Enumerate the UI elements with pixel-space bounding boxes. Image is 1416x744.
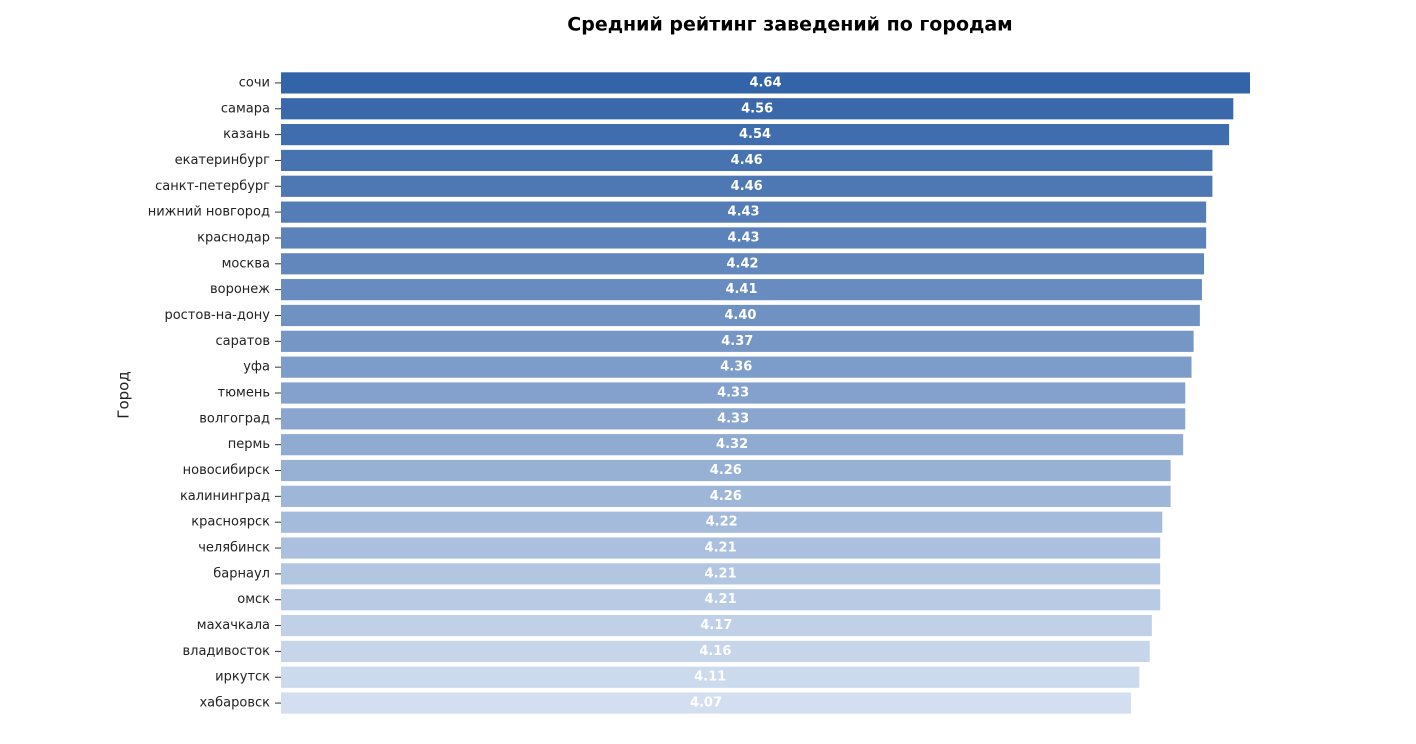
value-label: 4.21	[705, 541, 737, 556]
value-label: 4.43	[728, 205, 760, 220]
bar	[281, 563, 1161, 585]
bar	[281, 382, 1186, 404]
y-tick-label: новосибирск	[183, 463, 271, 478]
bar	[281, 330, 1194, 352]
bar	[281, 640, 1150, 662]
y-tick-label: хабаровск	[199, 696, 270, 711]
value-label: 4.46	[731, 153, 763, 168]
bar	[281, 408, 1186, 430]
bar	[281, 304, 1200, 327]
y-tick-label: москва	[222, 256, 270, 271]
y-tick-label: тюмень	[218, 386, 270, 401]
value-label: 4.42	[726, 256, 758, 271]
y-tick-label: ростов-на-дону	[164, 308, 270, 323]
bar	[281, 253, 1205, 275]
value-label: 4.21	[705, 592, 737, 607]
y-tick-label: самара	[221, 101, 270, 116]
y-tick-label: екатеринбург	[175, 153, 271, 168]
bar	[281, 666, 1140, 688]
bar	[281, 356, 1192, 378]
bar	[281, 149, 1213, 172]
value-label: 4.26	[710, 489, 742, 504]
y-tick-label: краснодар	[197, 230, 270, 245]
bar	[281, 175, 1213, 197]
y-tick-label: барнаул	[213, 566, 270, 581]
bar	[281, 459, 1171, 482]
value-label: 4.11	[694, 670, 726, 685]
value-label: 4.26	[710, 463, 742, 478]
bar	[281, 485, 1171, 507]
value-label: 4.22	[706, 515, 738, 530]
y-tick-label: казань	[223, 127, 270, 142]
y-tick-label: сочи	[239, 75, 270, 90]
value-label: 4.64	[749, 75, 781, 90]
value-label: 4.41	[725, 282, 757, 297]
bar	[281, 124, 1230, 146]
value-label: 4.37	[721, 334, 753, 349]
bar	[281, 279, 1202, 301]
value-label: 4.40	[724, 308, 756, 323]
bar	[281, 201, 1207, 223]
value-label: 4.43	[728, 230, 760, 245]
value-label: 4.07	[690, 696, 722, 711]
y-tick-label: саратов	[215, 334, 270, 349]
value-label: 4.33	[717, 411, 749, 426]
bar	[281, 692, 1131, 714]
bar	[281, 72, 1250, 94]
y-tick-label: омск	[237, 592, 270, 607]
value-label: 4.17	[700, 618, 732, 633]
value-label: 4.56	[741, 101, 773, 116]
value-label: 4.32	[716, 437, 748, 452]
value-label: 4.36	[720, 360, 752, 375]
y-tick-label: калининград	[180, 489, 270, 504]
value-label: 4.46	[731, 179, 763, 194]
bar	[281, 589, 1161, 611]
y-tick-label: махачкала	[197, 618, 270, 633]
chart-title: Средний рейтинг заведений по городам	[567, 14, 1012, 36]
y-tick-label: иркутск	[215, 670, 270, 685]
bar	[281, 227, 1207, 249]
bar	[281, 98, 1234, 120]
y-axis-label: Город	[115, 371, 133, 418]
bar	[281, 434, 1184, 456]
y-tick-label: санкт-петербург	[155, 179, 270, 194]
y-tick-label: нижний новгород	[148, 205, 270, 220]
y-tick-label: волгоград	[199, 411, 270, 426]
y-tick-label: воронеж	[210, 282, 270, 297]
y-tick-label: уфа	[243, 360, 270, 375]
bar	[281, 614, 1152, 637]
value-label: 4.21	[705, 566, 737, 581]
y-tick-label: владивосток	[182, 644, 270, 659]
value-label: 4.16	[699, 644, 731, 659]
y-tick-label: челябинск	[198, 541, 270, 556]
bar	[281, 537, 1161, 559]
bar	[281, 511, 1163, 533]
y-tick-label: красноярск	[191, 515, 270, 530]
value-label: 4.33	[717, 386, 749, 401]
value-label: 4.54	[739, 127, 771, 142]
y-tick-label: пермь	[228, 437, 270, 452]
